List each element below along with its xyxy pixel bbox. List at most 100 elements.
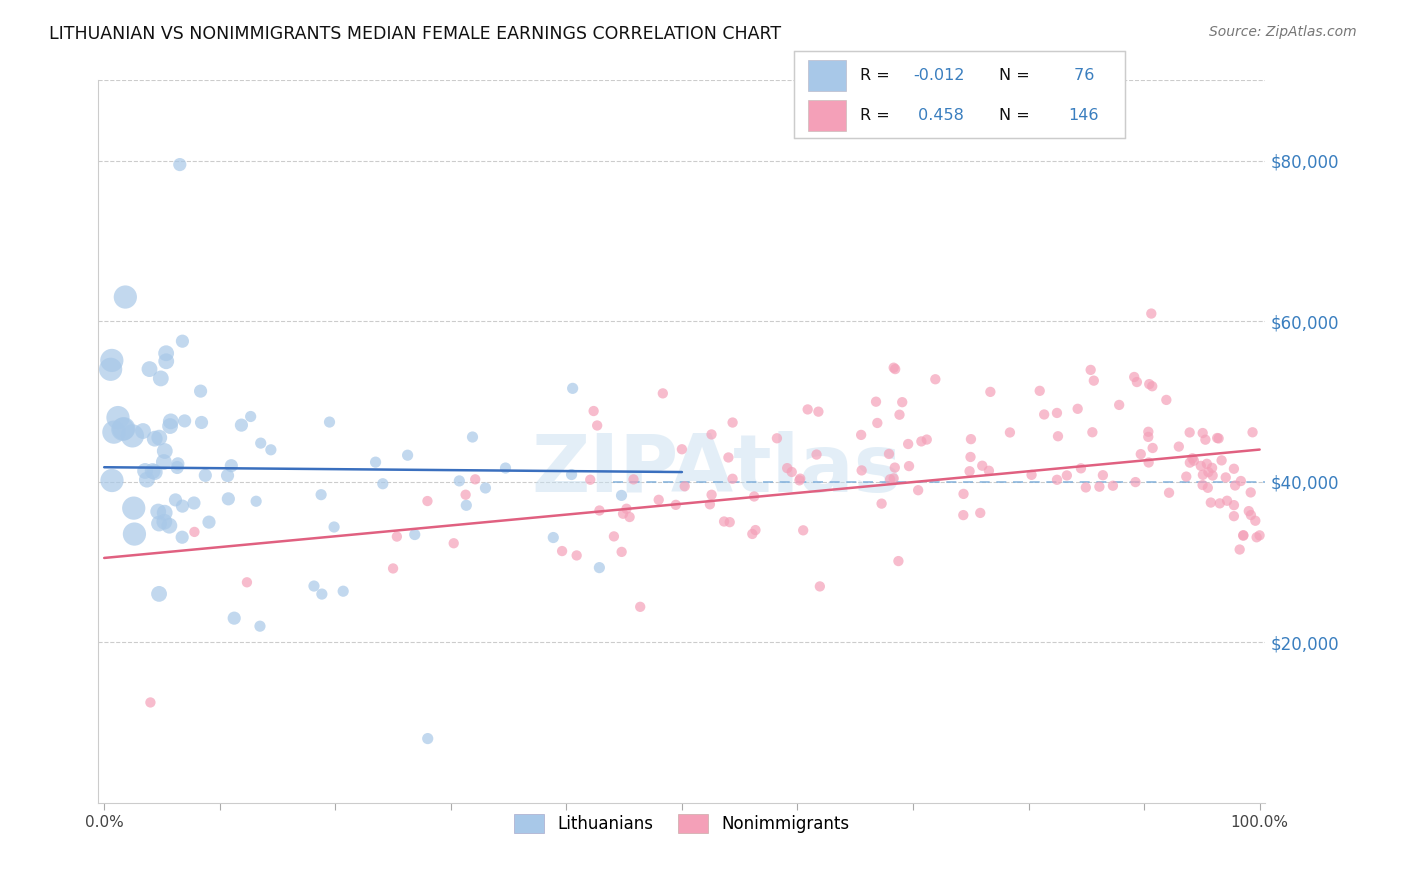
Point bbox=[1191, 425, 1213, 440]
Point bbox=[172, 499, 194, 513]
Point bbox=[1192, 467, 1215, 482]
Point bbox=[1088, 480, 1111, 494]
Point bbox=[1137, 455, 1160, 469]
Point bbox=[132, 424, 155, 438]
Point bbox=[396, 448, 419, 462]
Point bbox=[1249, 528, 1271, 542]
Point bbox=[173, 414, 195, 428]
Point bbox=[183, 496, 205, 510]
Point bbox=[884, 362, 907, 376]
Point bbox=[969, 506, 991, 520]
Point bbox=[579, 473, 602, 487]
Point bbox=[1215, 470, 1237, 484]
Point bbox=[1074, 480, 1097, 494]
Point bbox=[647, 492, 669, 507]
Point bbox=[1223, 509, 1246, 524]
Point bbox=[665, 498, 688, 512]
Point bbox=[1199, 495, 1222, 509]
Point bbox=[101, 474, 124, 488]
Point bbox=[877, 447, 900, 461]
Point bbox=[114, 290, 136, 304]
Point bbox=[260, 442, 283, 457]
Point bbox=[789, 474, 811, 488]
Point bbox=[1137, 430, 1160, 444]
Point bbox=[236, 575, 259, 590]
Point bbox=[766, 431, 789, 445]
Point bbox=[582, 404, 605, 418]
Point bbox=[883, 360, 905, 375]
Point bbox=[1066, 401, 1088, 416]
Point bbox=[915, 433, 938, 447]
Point bbox=[1178, 456, 1201, 470]
Point bbox=[153, 455, 176, 469]
Point bbox=[461, 430, 484, 444]
Point bbox=[1191, 478, 1213, 492]
Point bbox=[323, 520, 346, 534]
Point bbox=[454, 488, 477, 502]
Point bbox=[165, 492, 187, 507]
Point bbox=[155, 346, 177, 360]
Bar bbox=[807, 60, 845, 91]
Point bbox=[1246, 530, 1268, 544]
Point bbox=[1229, 542, 1251, 557]
Point bbox=[1189, 458, 1212, 473]
Point bbox=[742, 490, 765, 504]
Point bbox=[194, 468, 217, 483]
Bar bbox=[807, 100, 845, 131]
Point bbox=[1230, 474, 1253, 488]
Point bbox=[889, 408, 911, 422]
Point bbox=[866, 416, 889, 430]
Point bbox=[111, 422, 134, 436]
Text: 146: 146 bbox=[1069, 108, 1099, 123]
Point bbox=[190, 384, 212, 398]
Point bbox=[1142, 441, 1164, 455]
Point bbox=[651, 386, 673, 401]
Point bbox=[1070, 461, 1092, 475]
Point bbox=[616, 501, 638, 516]
Point bbox=[456, 498, 478, 512]
Point bbox=[924, 372, 946, 386]
Point bbox=[464, 472, 486, 486]
Point bbox=[172, 334, 194, 348]
Point bbox=[153, 444, 176, 458]
Point bbox=[138, 362, 160, 376]
Point bbox=[1223, 462, 1246, 476]
Point bbox=[952, 508, 974, 522]
Point bbox=[112, 422, 135, 436]
Point bbox=[249, 619, 271, 633]
Point bbox=[865, 394, 887, 409]
Text: -0.012: -0.012 bbox=[914, 68, 965, 83]
Text: Source: ZipAtlas.com: Source: ZipAtlas.com bbox=[1209, 25, 1357, 39]
Point bbox=[495, 461, 517, 475]
Point bbox=[148, 431, 170, 445]
Text: R =: R = bbox=[860, 68, 896, 83]
Point bbox=[1223, 498, 1246, 512]
Point bbox=[673, 479, 696, 493]
Point bbox=[561, 467, 583, 482]
Point bbox=[792, 524, 814, 538]
Point bbox=[1126, 375, 1149, 389]
Point bbox=[159, 419, 181, 434]
Point bbox=[217, 491, 239, 506]
Point bbox=[849, 428, 872, 442]
Point bbox=[721, 416, 744, 430]
Point bbox=[1046, 473, 1069, 487]
Point bbox=[1244, 514, 1267, 528]
Legend: Lithuanians, Nonimmigrants: Lithuanians, Nonimmigrants bbox=[506, 805, 858, 841]
Point bbox=[796, 402, 818, 417]
Point bbox=[713, 515, 735, 529]
Point bbox=[1091, 468, 1114, 483]
Point bbox=[332, 584, 354, 599]
Point bbox=[897, 437, 920, 451]
Point bbox=[789, 472, 811, 486]
Point bbox=[143, 465, 166, 479]
Point bbox=[1240, 508, 1263, 522]
Point bbox=[172, 530, 194, 544]
Point bbox=[1232, 528, 1254, 542]
Point bbox=[700, 488, 723, 502]
Point bbox=[1181, 451, 1204, 466]
Point bbox=[124, 527, 146, 541]
Point bbox=[148, 587, 170, 601]
Point bbox=[998, 425, 1021, 440]
Point bbox=[1194, 433, 1216, 447]
